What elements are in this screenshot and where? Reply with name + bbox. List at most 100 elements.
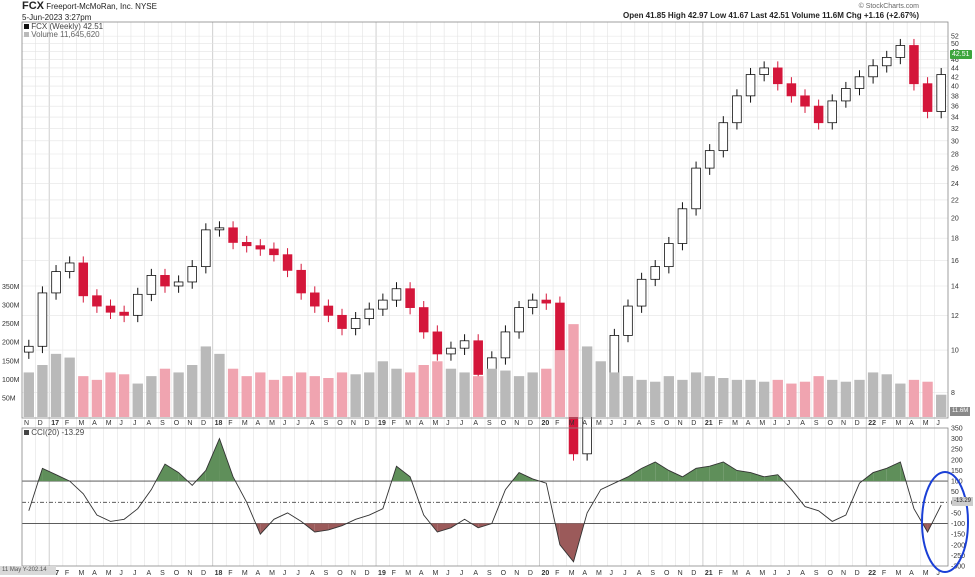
volume-bar	[37, 365, 48, 417]
x-tick-label: 22	[868, 420, 876, 427]
volume-bar	[268, 379, 280, 417]
cci-tick-label: -200	[951, 542, 965, 549]
x-tick-label: J	[119, 420, 123, 427]
candle-body	[759, 67, 769, 75]
candle-body	[500, 331, 511, 359]
x-tick-label: M	[269, 420, 275, 427]
price-tick-label: 44	[951, 65, 959, 72]
volume-bar	[255, 372, 266, 417]
x-tick-label: A	[419, 420, 424, 427]
cci-overbought-fill	[668, 470, 683, 482]
volume-bar	[527, 372, 538, 417]
volume-bar	[200, 346, 212, 417]
volume-bar	[432, 361, 443, 417]
x-tick-label: D	[201, 420, 206, 427]
volume-bar	[636, 379, 647, 417]
volume-bar	[227, 368, 239, 417]
x-tick-label: S	[814, 420, 819, 427]
candle-body	[704, 150, 715, 169]
price-tick-label: 26	[951, 166, 959, 173]
volume-bar	[895, 383, 906, 417]
x-tick-label: M	[269, 570, 275, 577]
x-tick-label: O	[501, 420, 507, 427]
cci-oversold-fill	[559, 523, 574, 562]
cci-tick-label: -300	[951, 564, 965, 571]
volume-bar	[827, 379, 838, 417]
volume-bar	[500, 370, 511, 417]
x-tick-label: 18	[215, 570, 223, 577]
x-tick-label: D	[528, 420, 533, 427]
x-tick-label: O	[827, 570, 833, 577]
volume-bar	[936, 394, 947, 417]
volume-tick-label: 50M	[2, 395, 16, 402]
x-tick-label: J	[296, 420, 300, 427]
candle-body	[527, 299, 538, 308]
cci-panel-border	[21, 427, 949, 567]
x-tick-label: S	[160, 570, 165, 577]
x-tick-label: S	[650, 420, 655, 427]
cci-tick-label: -250	[951, 553, 965, 560]
volume-bar	[132, 383, 143, 417]
x-tick-label: A	[473, 570, 478, 577]
x-tick-label: F	[882, 570, 886, 577]
volume-bar	[404, 372, 416, 417]
watermark: © StockCharts.com	[858, 3, 919, 10]
price-tick-label: 34	[951, 115, 959, 122]
x-tick-label: M	[923, 420, 929, 427]
x-tick-label: D	[528, 570, 533, 577]
x-tick-label: J	[773, 570, 777, 577]
cci-oversold-fill	[328, 523, 343, 530]
x-tick-label: J	[773, 420, 777, 427]
x-tick-label: D	[38, 420, 43, 427]
candle-body	[378, 299, 388, 310]
ticker-symbol: FCX	[22, 0, 44, 12]
x-tick-label: A	[637, 420, 642, 427]
volume-bar	[581, 346, 593, 417]
price-tick-label: 32	[951, 126, 959, 133]
candle-body	[541, 299, 552, 304]
price-tick-label: 36	[951, 104, 959, 111]
cci-tick-label: 350	[951, 426, 963, 433]
volume-bar	[731, 379, 743, 417]
x-tick-label: 18	[215, 420, 223, 427]
candle-body	[446, 347, 456, 355]
cci-overbought-fill	[519, 472, 533, 482]
candle-body	[160, 275, 170, 287]
candle-body	[228, 227, 238, 243]
x-tick-label: D	[691, 570, 696, 577]
volume-bar	[377, 361, 389, 417]
candle-body	[105, 305, 116, 313]
volume-bar	[159, 368, 171, 417]
x-tick-label: J	[460, 570, 464, 577]
cci-overbought-fill	[736, 470, 751, 482]
candle-body	[241, 242, 252, 247]
candle-body	[173, 281, 184, 287]
cci-legend-swatch	[24, 430, 29, 436]
x-tick-label: A	[147, 420, 152, 427]
candle-body	[909, 45, 919, 85]
x-tick-label: 17	[51, 420, 59, 427]
x-tick-label: F	[65, 570, 69, 577]
x-tick-label: A	[909, 570, 914, 577]
x-tick-label: M	[923, 570, 929, 577]
x-tick-label: S	[324, 570, 329, 577]
candle-body	[51, 271, 61, 294]
candle-body	[269, 248, 279, 256]
price-panel-border	[21, 21, 949, 419]
x-tick-label: A	[92, 570, 97, 577]
volume-bar	[391, 368, 402, 417]
volume-tick-label: 100M	[2, 377, 20, 384]
candle-body	[677, 208, 688, 244]
price-tick-label: 12	[951, 313, 959, 320]
x-tick-label: O	[501, 570, 507, 577]
x-tick-label: M	[569, 570, 575, 577]
x-tick-label: S	[160, 420, 165, 427]
cci-oversold-fill	[314, 523, 329, 533]
volume-tick-label: 350M	[2, 284, 20, 291]
candle-body	[24, 345, 34, 353]
volume-bar	[513, 376, 525, 417]
volume-bar	[282, 376, 293, 417]
volume-tick-label: 250M	[2, 321, 20, 328]
candle-body	[418, 307, 429, 333]
cci-overbought-fill	[886, 461, 901, 482]
